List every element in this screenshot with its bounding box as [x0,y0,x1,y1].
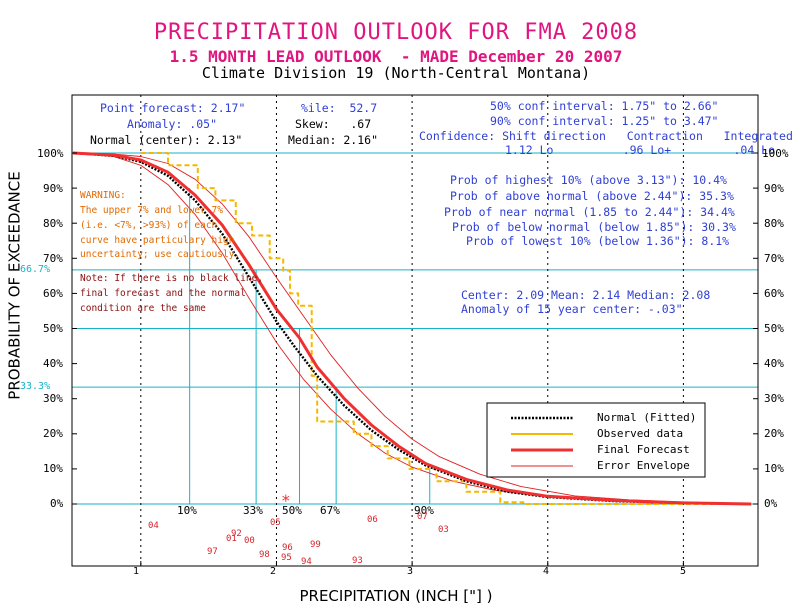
y-tick-left-40: 40% [43,357,63,370]
confidence-values: 1.12 Lo .96 Lo+ .04 Lo [505,143,776,157]
climate-division: Climate Division 19 (North-Central Monta… [201,64,591,82]
y-tick-left-30: 30% [43,392,63,405]
legend-forecast: Final Forecast [597,443,690,456]
conf-interval-50: 50% conf interval: 1.75" to 2.66" [490,99,719,113]
y-tick-left-80: 80% [43,217,63,230]
y-tick-right-60: 60% [764,287,784,300]
note-line-2: final forecast and the normal [80,288,246,299]
prob-lowest-10: Prob of lowest 10% (below 1.36"): 8.1% [466,234,730,248]
anomaly: Anomaly: .05" [127,117,218,131]
chart-title: PRECIPITATION OUTLOOK FOR FMA 2008 [153,20,639,45]
year-95: 95 [281,553,292,563]
year-05: 05 [270,518,281,528]
prob-near-normal: Prob of near normal (1.85 to 2.44"): 34.… [444,205,735,219]
pct-label-10: 10% [177,504,197,517]
x-tick-3: 3 [407,566,414,577]
x-axis-label: PRECIPITATION (INCH ["] ) [299,587,493,605]
prob-above-normal: Prob of above normal (above 2.44"): 35.3… [450,189,734,203]
frame-layer [71,94,759,567]
year-96: 96 [282,543,293,553]
y-tick-left-10: 10% [43,462,63,475]
warning-line-1: The upper 7% and lower 7% [80,205,223,216]
year-98: 98 [259,550,270,560]
year-03: 03 [438,525,449,535]
warning-line-4: uncertainty; use cautiously. [80,249,241,260]
year-06: 06 [367,515,378,525]
center-stats: Center: 2.09 Mean: 2.14 Median: 2.08 [461,288,711,302]
note-line-1: Note: If there is no black line, [80,273,264,284]
chart-subtitle: 1.5 MONTH LEAD OUTLOOK - MADE December 2… [169,47,623,66]
y-tick-left-90: 90% [43,182,63,195]
y-tick-left-70: 70% [43,252,63,265]
y-tick-33-3: 33.3% [20,381,51,392]
year-97: 97 [207,547,218,557]
y-tick-left-50: 50% [43,322,63,335]
y-tick-right-70: 70% [764,252,784,265]
warning-line-3: curve have particulary high [80,235,235,246]
year-93: 93 [352,556,363,566]
y-tick-right-40: 40% [764,357,784,370]
year-92: 92 [231,529,242,539]
confidence-header: Confidence: Shift direction Contraction … [419,129,792,143]
year-07: 07 [417,512,428,522]
series-final-forecast [72,151,752,506]
conf-interval-90: 90% conf interval: 1.25" to 3.47" [490,114,719,128]
year-99: 99 [310,540,321,550]
series-normal-fitted- [72,151,752,506]
legend-envelope: Error Envelope [597,459,690,472]
y-tick-left-60: 60% [43,287,63,300]
percentile: %ile: 52.7 [301,101,378,115]
year-01: 01 [226,534,237,544]
y-tick-right-80: 80% [764,217,784,230]
x-tick-1: 1 [133,566,140,577]
prob-highest-10: Prob of highest 10% (above 3.13"): 10.4% [450,173,727,187]
grid-layer [72,95,758,566]
prob-below-normal: Prob of below normal (below 1.85"): 30.3… [452,220,736,234]
y-tick-right-100: 100% [762,147,789,160]
y-tick-left-100: 100% [37,147,64,160]
y-axis-label: PROBABILITY OF EXCEEDANCE [5,171,24,400]
pct-label-50: 50% [282,504,302,517]
note-line-3: condition are the same [80,303,206,314]
center-anomaly: Anomaly of 15 year center: -.03" [461,302,683,316]
forecast-marker-icon: * [281,491,291,510]
legend-layer [486,402,706,478]
year-04: 04 [148,521,159,531]
x-tick-4: 4 [543,566,550,577]
series-observed-data [140,152,752,505]
y-tick-66-7: 66.7% [20,264,51,275]
median: Median: 2.16" [288,133,379,147]
warning-title: WARNING: [80,190,126,201]
pct-label-67: 67% [320,504,340,517]
normal-center: Normal (center): 2.13" [90,133,243,147]
warning-line-2: (i.e. <7%, >93%) of each [80,220,218,231]
legend-observed: Observed data [597,427,684,440]
y-tick-right-0: 0% [764,497,778,510]
y-tick-left-20: 20% [43,427,63,440]
y-tick-right-10: 10% [764,462,784,475]
y-tick-left-0: 0% [50,497,64,510]
year-00: 00 [244,536,255,546]
pct-label-33: 33% [243,504,263,517]
legend-normal: Normal (Fitted) [597,411,697,424]
y-tick-right-20: 20% [764,427,784,440]
year-94: 94 [301,557,312,567]
pct-label-90: 90% [414,504,434,517]
legend-box [486,402,706,478]
plot-frame [71,94,759,567]
x-tick-5: 5 [680,566,687,577]
skew: Skew: .67 [295,117,372,131]
y-tick-right-30: 30% [764,392,784,405]
x-tick-2: 2 [270,566,277,577]
y-tick-right-90: 90% [764,182,784,195]
series-layer [72,151,752,506]
point-forecast: Point forecast: 2.17" [100,101,246,115]
y-tick-right-50: 50% [764,322,784,335]
